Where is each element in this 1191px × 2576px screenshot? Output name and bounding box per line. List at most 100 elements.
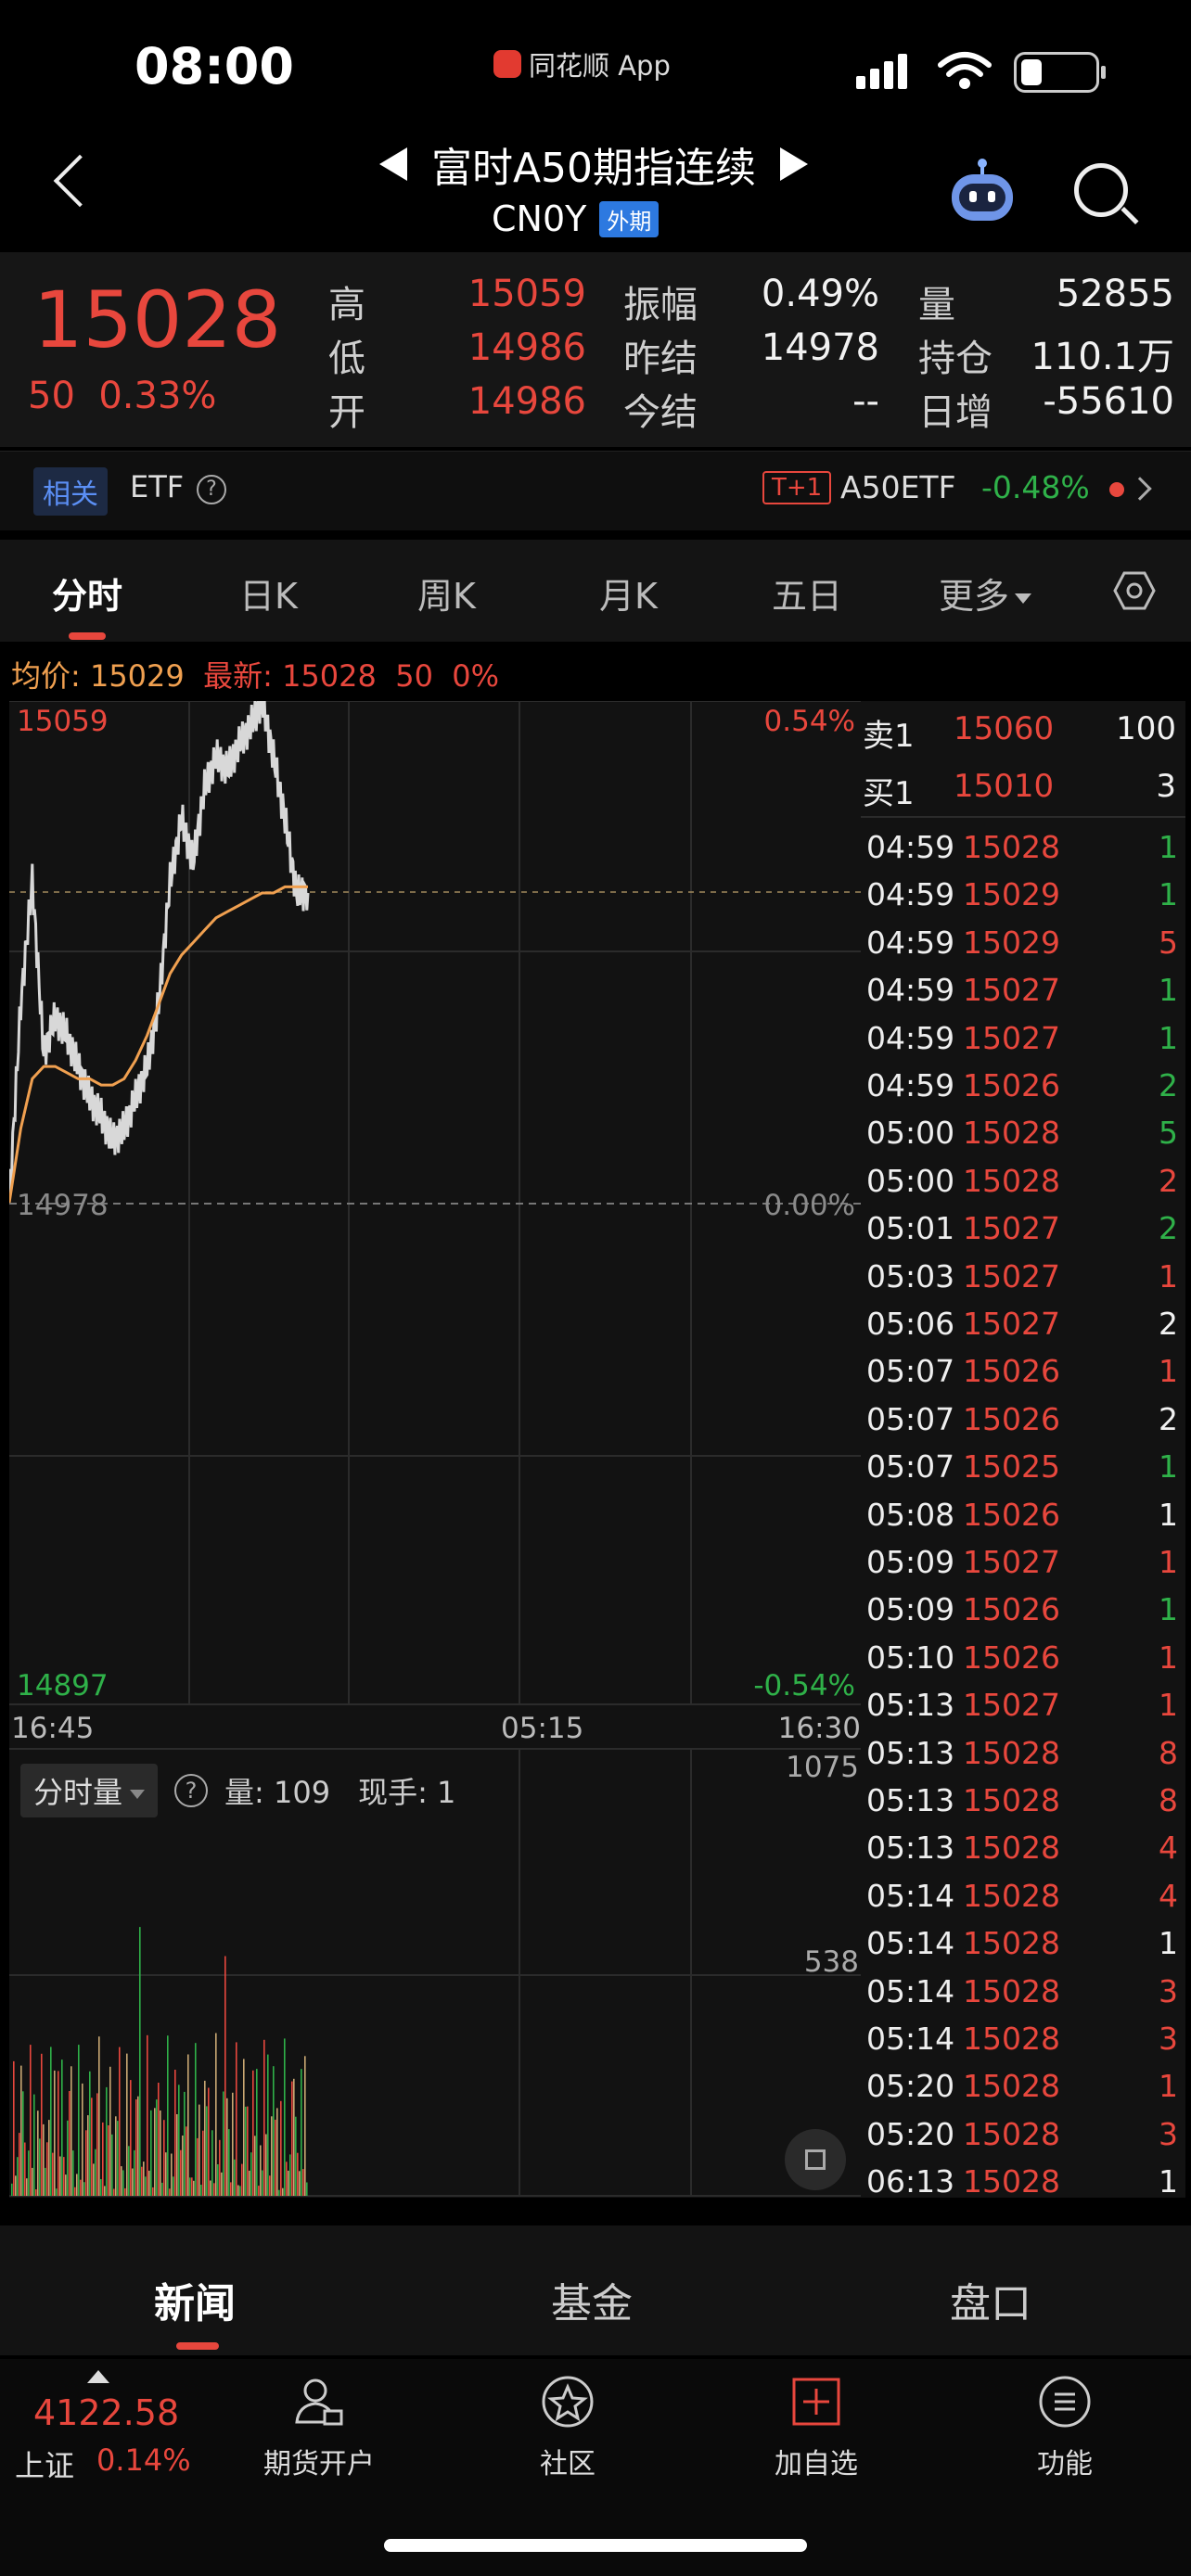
volume-bar: [70, 2066, 72, 2196]
tick-time: 05:07: [866, 1448, 955, 1486]
chart-grid: [9, 701, 861, 2197]
volume-bar: [61, 2060, 63, 2196]
volume-bar: [43, 2123, 45, 2196]
volume-bar: [132, 2168, 134, 2196]
tab-daily-k[interactable]: 日K: [239, 576, 298, 617]
volume-bar: [252, 2070, 254, 2196]
tab-funds[interactable]: 基金: [551, 2280, 633, 2327]
t1-tag: T+1: [762, 471, 832, 504]
tick-time: 05:13: [866, 1734, 955, 1771]
index-change: 0.14%: [96, 2442, 191, 2478]
volume-bar: [30, 2045, 32, 2196]
ai-assistant-robot-icon[interactable]: [946, 156, 1018, 228]
volume-bar: [108, 2125, 109, 2196]
tab-order-book[interactable]: 盘口: [950, 2280, 1031, 2327]
volume-bar: [206, 2106, 208, 2196]
tab-monthly-k[interactable]: 月K: [599, 576, 658, 617]
search-icon[interactable]: [1074, 163, 1128, 217]
volume-bar: [302, 2169, 304, 2196]
expand-chart-button[interactable]: [785, 2129, 846, 2190]
tick-price: 15028: [963, 1925, 1060, 1962]
nav-label: 期货开户: [263, 2448, 375, 2480]
tick-time: 05:00: [866, 1115, 955, 1152]
tick-price: 15028: [963, 2021, 1060, 2057]
volume-bar: [41, 2053, 43, 2196]
tick-price: 15026: [963, 1639, 1060, 1676]
tick-row: 05:03 15027 1: [861, 1258, 1185, 1306]
a50etf-name[interactable]: A50ETF: [840, 469, 956, 505]
volume-bar: [223, 2091, 224, 2196]
tick-row: 05:14 15028 4: [861, 1878, 1185, 1925]
volume-bar: [17, 2157, 19, 2196]
volume-bar: [33, 2094, 35, 2196]
tick-row: 05:06 15027 2: [861, 1306, 1185, 1353]
tab-weekly-k[interactable]: 周K: [417, 576, 476, 617]
tick-time: 05:14: [866, 2021, 955, 2057]
tick-row: 05:14 15028 3: [861, 1973, 1185, 2021]
volume-bar: [111, 2134, 113, 2196]
back-icon[interactable]: [53, 154, 107, 208]
tab-five-day[interactable]: 五日: [772, 576, 843, 617]
tab-news[interactable]: 新闻: [154, 2280, 236, 2327]
volume-bar: [282, 2187, 284, 2196]
tick-time: 05:09: [866, 1591, 955, 1628]
volume-bar: [78, 2045, 80, 2196]
volume-bar: [102, 2122, 104, 2196]
help-icon[interactable]: ?: [197, 475, 226, 504]
person-icon: [295, 2378, 343, 2426]
help-icon[interactable]: ?: [174, 1774, 209, 1807]
volume-bar: [241, 2163, 243, 2196]
volume-bar: [163, 2120, 165, 2196]
volume-bar: [236, 2042, 237, 2196]
index-value[interactable]: 4122.58: [33, 2392, 180, 2433]
tick-time: 05:14: [866, 1925, 955, 1962]
tick-time: 04:59: [866, 1067, 955, 1103]
tick-row: 05:13 15028 4: [861, 1830, 1185, 1877]
notification-dot: [1109, 482, 1124, 497]
open-label: 开: [328, 391, 365, 434]
latest-price-label: 最新: 15028: [203, 658, 377, 694]
community-star-icon: [542, 2376, 594, 2428]
tick-row: 05:07 15025 1: [861, 1448, 1185, 1496]
status-time: 08:00: [134, 37, 294, 96]
nav-futures-account[interactable]: 期货开户: [245, 2374, 393, 2481]
related-tag: 相关: [33, 467, 108, 516]
x-start-label: 16:45: [11, 1712, 94, 1745]
low-value: 14986: [467, 326, 586, 369]
nav-community[interactable]: 社区: [493, 2374, 642, 2481]
prev-contract-icon[interactable]: [378, 147, 407, 181]
tab-more[interactable]: 更多: [939, 567, 1032, 618]
volume-bar: [154, 2108, 156, 2196]
tick-price: 15027: [963, 1306, 1060, 1342]
next-contract-icon[interactable]: [780, 147, 809, 181]
cellular-signal-icon: [856, 54, 907, 89]
volume-bar: [213, 2183, 215, 2196]
nav-add-watchlist[interactable]: 加自选: [742, 2374, 890, 2481]
wifi-icon: [938, 52, 992, 89]
tick-row: 05:01 15027 2: [861, 1210, 1185, 1257]
tab-intraday[interactable]: 分时: [52, 576, 123, 617]
volume-bar: [169, 2188, 171, 2196]
volume-bar: [210, 2180, 211, 2196]
volume-bar: [130, 2080, 132, 2196]
volume-indicator-select[interactable]: 分时量: [20, 1764, 159, 1817]
tick-row: 05:09 15026 1: [861, 1591, 1185, 1639]
tick-price: 15029: [963, 876, 1060, 913]
return-to-app-badge[interactable]: 同花顺 App: [493, 45, 671, 83]
tick-price: 15027: [963, 1687, 1060, 1724]
settings-hexagon-icon[interactable]: [1113, 571, 1156, 610]
tick-row: 04:59 15027 1: [861, 1020, 1185, 1067]
x-end-label: 16:30: [778, 1712, 861, 1745]
tick-row: 04:59 15026 2: [861, 1067, 1185, 1115]
home-indicator[interactable]: [384, 2539, 807, 2552]
volume-bar: [186, 2126, 187, 2196]
tick-row: 05:09 15027 1: [861, 1544, 1185, 1591]
volume-bar: [39, 2138, 41, 2196]
tick-qty: 1: [1159, 1639, 1178, 1676]
tick-time: 05:20: [866, 2068, 955, 2105]
nav-functions[interactable]: 功能: [991, 2374, 1139, 2481]
volume-bar: [243, 2059, 245, 2196]
title-row: 富时A50期指连续: [362, 132, 826, 197]
tick-price: 15027: [963, 1544, 1060, 1580]
volume-bar: [95, 2149, 96, 2196]
